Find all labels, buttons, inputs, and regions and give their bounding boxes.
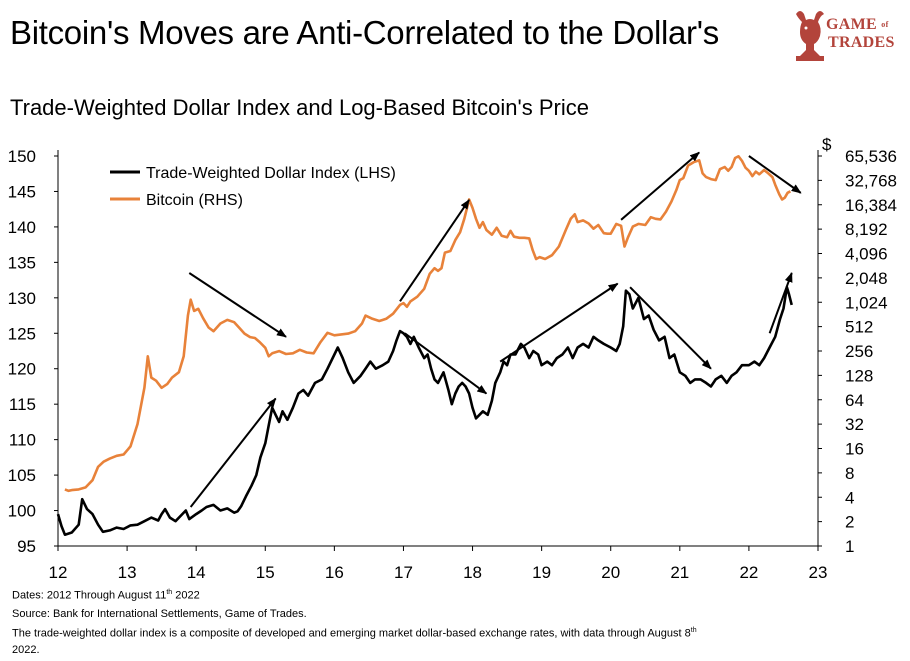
trend-arrow <box>768 272 793 334</box>
left-tick-label: 105 <box>8 466 36 485</box>
logo-line2: Trades <box>828 34 895 51</box>
left-tick-label: 135 <box>8 253 36 272</box>
x-tick-label: 15 <box>256 563 275 582</box>
right-tick-label: 4,096 <box>845 245 888 264</box>
logo-wordmark: Game of Trades <box>826 16 895 52</box>
game-of-trades-logo: Game of Trades <box>790 4 908 74</box>
right-tick-label: 64 <box>845 391 864 410</box>
right-tick-label: 16 <box>845 440 864 459</box>
right-tick-label: 256 <box>845 342 873 361</box>
right-tick-label: 1,024 <box>845 293 888 312</box>
legend-label: Trade-Weighted Dollar Index (LHS) <box>146 165 396 182</box>
right-axis-unit: $ <box>822 135 832 154</box>
trend-arrow <box>189 397 277 508</box>
x-tick-label: 14 <box>187 563 206 582</box>
x-tick-label: 16 <box>325 563 344 582</box>
trend-arrow <box>748 155 802 194</box>
left-tick-label: 95 <box>17 537 36 556</box>
logo-of: of <box>881 20 889 29</box>
left-tick-label: 130 <box>8 289 36 308</box>
dollar-bitcoin-chart: 9510010511011512012513013514014515012481… <box>8 135 897 582</box>
right-tick-label: 8,192 <box>845 220 888 239</box>
dollar-index-line <box>56 285 793 536</box>
left-tick-label: 115 <box>9 395 36 414</box>
left-tick-label: 110 <box>9 431 36 450</box>
x-tick-label: 12 <box>49 563 68 582</box>
logo-line1: Game <box>826 16 877 33</box>
left-tick-label: 125 <box>8 324 36 343</box>
trend-arrow <box>499 282 619 363</box>
bitcoin-line <box>64 155 792 493</box>
footer-dates: Dates: 2012 Through August 11th 2022 <box>12 589 200 602</box>
footer-dates-prefix: Dates: 2012 Through August 11 <box>12 589 167 602</box>
trend-arrow <box>404 332 488 395</box>
left-tick-label: 145 <box>8 182 36 201</box>
left-tick-label: 140 <box>8 218 36 237</box>
chart-title: Bitcoin's Moves are Anti-Correlated to t… <box>10 14 719 51</box>
trend-arrow <box>629 286 712 370</box>
trend-arrow <box>188 272 287 338</box>
x-tick-label: 19 <box>532 563 551 582</box>
right-tick-label: 512 <box>845 318 873 337</box>
footer-dates-suffix: 2022 <box>172 589 200 602</box>
right-tick-label: 32 <box>845 415 864 434</box>
trend-arrow <box>399 199 470 302</box>
right-tick-label: 2 <box>845 513 854 532</box>
x-tick-label: 22 <box>739 563 758 582</box>
footer-note-sup: th <box>690 627 697 634</box>
left-tick-label: 100 <box>8 502 36 521</box>
bull-knight-icon <box>796 11 824 61</box>
right-tick-label: 32,768 <box>845 171 897 190</box>
chart-subtitle: Trade-Weighted Dollar Index and Log-Base… <box>10 95 589 120</box>
right-tick-label: 128 <box>845 366 873 385</box>
footer-note-prefix: The trade-weighted dollar index is a com… <box>12 627 691 640</box>
left-tick-label: 150 <box>8 147 36 166</box>
right-tick-label: 4 <box>845 488 854 507</box>
right-tick-label: 8 <box>845 464 854 483</box>
footer-note-line2: 2022. <box>12 644 40 656</box>
right-tick-label: 16,384 <box>845 196 897 215</box>
footer-dates-sup: th <box>166 589 173 596</box>
right-tick-label: 65,536 <box>845 147 897 166</box>
right-tick-label: 2,048 <box>845 269 888 288</box>
left-tick-label: 120 <box>8 360 36 379</box>
x-tick-label: 13 <box>118 563 137 582</box>
right-tick-label: 1 <box>845 537 854 556</box>
x-tick-label: 23 <box>809 563 828 582</box>
x-tick-label: 18 <box>463 563 482 582</box>
x-tick-label: 21 <box>670 563 689 582</box>
trend-arrow <box>620 151 700 221</box>
footer-source: Source: Bank for International Settlemen… <box>12 608 307 620</box>
footer-note: The trade-weighted dollar index is a com… <box>12 627 697 640</box>
x-tick-label: 20 <box>601 563 620 582</box>
legend-label: Bitcoin (RHS) <box>146 192 243 209</box>
x-tick-label: 17 <box>394 563 413 582</box>
